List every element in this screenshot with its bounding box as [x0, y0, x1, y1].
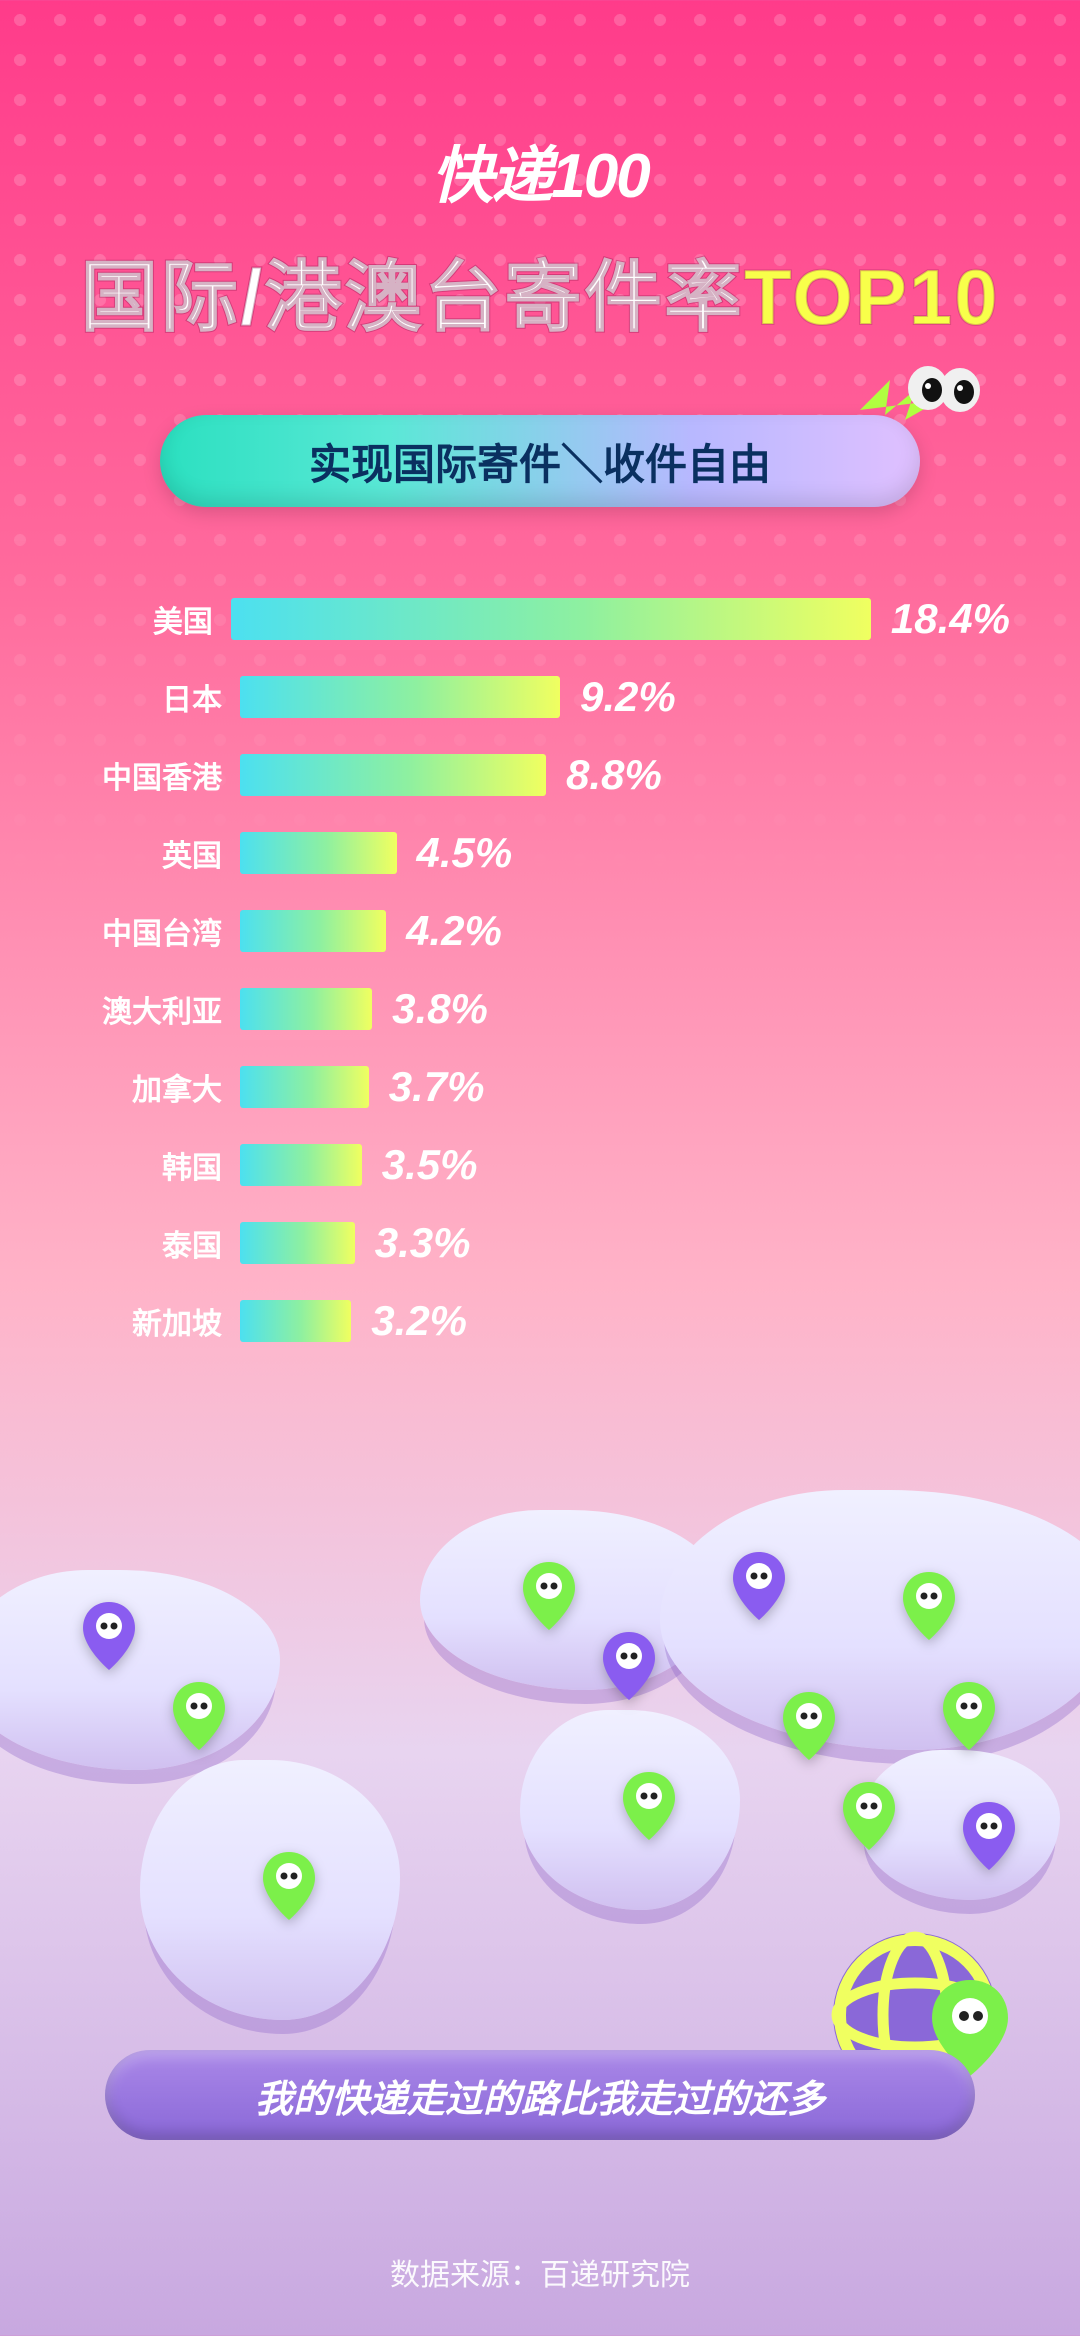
map-pin-icon: [620, 1770, 678, 1842]
chart-row: 英国 4.5%: [70, 814, 1010, 892]
chart-row-label: 澳大利亚: [70, 987, 240, 1031]
chart-row: 澳大利亚 3.8%: [70, 970, 1010, 1048]
chart-bar: [240, 754, 546, 796]
chart-bar-value: 3.3%: [375, 1219, 471, 1267]
chart-row-label: 中国台湾: [70, 909, 240, 953]
chart-row: 加拿大 3.7%: [70, 1048, 1010, 1126]
chart-bar-wrap: 3.5%: [240, 1141, 1010, 1189]
map-pin-icon: [940, 1680, 998, 1752]
chart-row: 美国 18.4%: [70, 580, 1010, 658]
chart-row-label: 泰国: [70, 1221, 240, 1265]
chart-row-label: 日本: [70, 675, 240, 719]
chart-row: 泰国 3.3%: [70, 1204, 1010, 1282]
subtitle-text: 实现国际寄件＼收件自由: [309, 431, 771, 492]
map-pin-icon: [260, 1850, 318, 1922]
chart-bar-wrap: 3.2%: [240, 1297, 1010, 1345]
chart-bar-wrap: 9.2%: [240, 673, 1010, 721]
data-source-label: 数据来源：百递研究院: [0, 2250, 1080, 2294]
map-pin-icon: [960, 1800, 1018, 1872]
chart-row-label: 韩国: [70, 1143, 240, 1187]
map-landmass: [0, 1570, 280, 1770]
map-pin-icon: [780, 1690, 838, 1762]
map-pin-icon: [80, 1600, 138, 1672]
chart-bar-wrap: 8.8%: [240, 751, 1010, 799]
chart-bar-value: 18.4%: [891, 595, 1010, 643]
chart-row-label: 中国香港: [70, 753, 240, 797]
subtitle-pill: 实现国际寄件＼收件自由: [160, 415, 920, 507]
map-pin-icon: [730, 1550, 788, 1622]
chart-bar: [240, 1066, 369, 1108]
chart-bar: [231, 598, 871, 640]
chart-bar: [240, 910, 386, 952]
chart-row: 日本 9.2%: [70, 658, 1010, 736]
chart-row: 韩国 3.5%: [70, 1126, 1010, 1204]
top10-bar-chart: 美国 18.4% 日本 9.2% 中国香港 8.8% 英国 4.5% 中国台湾 4.2% 澳大利亚 3…: [70, 580, 1010, 1360]
chart-bar: [240, 676, 560, 718]
brand-logo: 快递100: [0, 125, 1080, 215]
chart-row: 中国台湾 4.2%: [70, 892, 1010, 970]
title-main-text: 国际/港澳台寄件率: [80, 253, 744, 341]
chart-bar: [240, 1144, 362, 1186]
chart-bar-value: 3.2%: [371, 1297, 467, 1345]
chart-bar-value: 3.7%: [389, 1063, 485, 1111]
chart-bar-value: 8.8%: [566, 751, 662, 799]
chart-row-label: 英国: [70, 831, 240, 875]
title-accent-text: TOP10: [744, 253, 1000, 341]
map-pin-icon: [170, 1680, 228, 1752]
map-pin-icon: [520, 1560, 578, 1632]
footer-caption-text: 我的快递走过的路比我走过的还多: [255, 2068, 825, 2123]
chart-row-label: 美国: [70, 597, 231, 641]
footer-caption-pill: 我的快递走过的路比我走过的还多: [105, 2050, 975, 2140]
chart-row: 中国香港 8.8%: [70, 736, 1010, 814]
chart-bar-value: 3.5%: [382, 1141, 478, 1189]
chart-bar-value: 3.8%: [392, 985, 488, 1033]
chart-bar: [240, 1300, 351, 1342]
chart-bar-wrap: 4.2%: [240, 907, 1010, 955]
chart-bar-value: 9.2%: [580, 673, 676, 721]
chart-bar-value: 4.2%: [406, 907, 502, 955]
chart-bar-wrap: 3.8%: [240, 985, 1010, 1033]
chart-row-label: 加拿大: [70, 1065, 240, 1109]
map-pin-icon: [600, 1630, 658, 1702]
main-title: 国际/港澳台寄件率TOP10: [0, 235, 1080, 347]
chart-row: 新加坡 3.2%: [70, 1282, 1010, 1360]
chart-bar-wrap: 18.4%: [231, 595, 1010, 643]
chart-bar-value: 4.5%: [417, 829, 513, 877]
map-pin-icon: [900, 1570, 958, 1642]
chart-bar: [240, 1222, 355, 1264]
chart-bar-wrap: 3.7%: [240, 1063, 1010, 1111]
chart-bar-wrap: 3.3%: [240, 1219, 1010, 1267]
chart-bar: [240, 988, 372, 1030]
chart-bar: [240, 832, 397, 874]
map-landmass: [660, 1490, 1080, 1750]
map-pin-icon: [840, 1780, 898, 1852]
chart-row-label: 新加坡: [70, 1299, 240, 1343]
chart-bar-wrap: 4.5%: [240, 829, 1010, 877]
